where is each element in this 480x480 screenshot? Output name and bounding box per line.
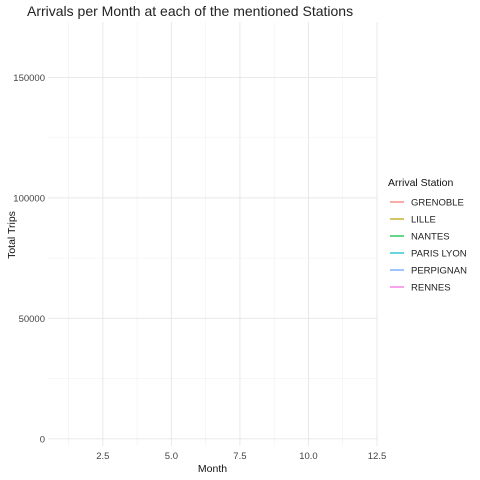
legend-label: RENNES	[411, 283, 451, 294]
x-axis-title: Month	[198, 463, 227, 475]
x-tick-label: 2.5	[96, 451, 109, 462]
legend-items: GRENOBLE LILLE NANTES PARIS LYON PERPIGNAN RE…	[390, 198, 467, 294]
legend-item: LILLE	[390, 215, 436, 226]
legend-item: NANTES	[390, 232, 450, 243]
chart-title: Arrivals per Month at each of the mentio…	[27, 3, 353, 19]
legend-title: Arrival Station	[388, 177, 454, 189]
legend-label: NANTES	[411, 232, 450, 243]
legend-label: LILLE	[411, 215, 436, 226]
x-tick-label: 10.0	[299, 451, 318, 462]
legend-item: PARIS LYON	[390, 249, 467, 260]
y-tick-label: 150000	[13, 73, 45, 84]
legend-label: PARIS LYON	[411, 249, 467, 260]
legend-item: GRENOBLE	[390, 198, 464, 209]
legend-label: GRENOBLE	[411, 198, 464, 209]
x-tick-label: 12.5	[368, 451, 387, 462]
y-axis-title: Total Trips	[6, 211, 18, 259]
y-tick-label: 100000	[13, 193, 45, 204]
y-tick-label: 0	[40, 434, 45, 445]
y-axis-ticks: 0 50000 100000 150000	[13, 73, 45, 445]
x-axis-ticks: 2.5 5.0 7.5 10.0 12.5	[96, 451, 386, 462]
legend: Arrival Station GRENOBLE LILLE NANTES PARIS…	[388, 177, 467, 294]
y-tick-label: 50000	[19, 314, 45, 325]
legend-label: PERPIGNAN	[411, 266, 467, 277]
x-tick-label: 7.5	[233, 451, 246, 462]
legend-item: RENNES	[390, 283, 451, 294]
legend-item: PERPIGNAN	[390, 266, 467, 277]
x-tick-label: 5.0	[165, 451, 178, 462]
plot-grid	[48, 22, 378, 446]
